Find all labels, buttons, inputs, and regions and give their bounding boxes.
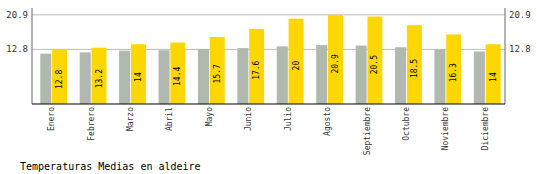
data-label: 13.2: [95, 69, 104, 88]
y2-tick-label: 20.9: [509, 10, 531, 20]
bar: [289, 19, 304, 104]
grid-line: [32, 14, 505, 15]
x-tick-label: Julio: [284, 107, 293, 131]
bar: [486, 44, 501, 104]
bar: [131, 44, 146, 104]
data-label: 17.6: [252, 60, 261, 79]
y-tick-label: 12.8: [6, 44, 28, 54]
y-axis-line: [32, 8, 33, 104]
data-label: 20.9: [331, 54, 340, 73]
y2-axis-line: [505, 8, 506, 104]
bar: [277, 46, 288, 104]
data-label: 14.4: [173, 67, 182, 86]
bar: [198, 49, 209, 104]
data-label: 20.5: [370, 55, 379, 74]
bar: [52, 49, 67, 104]
data-label: 18.5: [410, 59, 419, 78]
grid: [32, 15, 505, 50]
bar: [395, 47, 406, 104]
x-tick-label: Mayo: [205, 107, 214, 126]
bar: [367, 17, 382, 104]
data-labels: 12.8 13.2 14 14.4 15.7 17.6 20 20.9 20.5 18.5 16.3…: [55, 54, 498, 89]
x-tick-label: Enero: [47, 107, 56, 131]
bar: [170, 43, 185, 104]
bar: [92, 48, 107, 104]
chart: 12.8 13.2 14 14.4 15.7 17.6 20 20.9 20.5 18.5 16.3…: [0, 0, 537, 174]
y2-tick-label: 12.8: [509, 44, 531, 54]
bar: [249, 29, 264, 104]
x-axis-line: [32, 103, 505, 104]
x-tick-label: Abril: [165, 107, 174, 131]
bar: [407, 25, 422, 104]
y-tick-label: 20.9: [6, 10, 28, 20]
x-tick-label: Septiembre: [363, 107, 372, 155]
bar: [237, 48, 248, 104]
title: Temperaturas Medias en aldeire: [20, 161, 201, 172]
bar: [446, 34, 461, 104]
x-tick-label: Noviembre: [441, 107, 450, 151]
bar: [159, 50, 170, 104]
bar: [40, 54, 51, 104]
x-tick-label: Marzo: [126, 107, 135, 131]
bars: [40, 15, 500, 104]
axes: 12.8 20.9 12.8 20.9 Enero Febrero Marzo Abril Ma…: [6, 8, 530, 155]
data-label: 14: [134, 72, 143, 82]
x-tick-label: Febrero: [87, 107, 96, 141]
bar: [210, 37, 225, 104]
data-label: 14: [489, 72, 498, 82]
bar: [316, 45, 327, 104]
bar: [328, 15, 343, 104]
x-tick-label: Diciembre: [481, 107, 490, 151]
bar: [474, 52, 485, 104]
x-tick-label: Agosto: [323, 107, 332, 136]
bar: [119, 51, 130, 104]
x-tick-label: Octubre: [402, 107, 411, 141]
x-tick-label: Junio: [244, 107, 253, 131]
data-label: 12.8: [55, 70, 64, 89]
bar: [80, 52, 91, 104]
data-label: 15.7: [213, 64, 222, 83]
bar: [356, 46, 367, 104]
data-label: 16.3: [449, 63, 458, 82]
data-label: 20: [292, 61, 301, 71]
bar: [434, 49, 445, 104]
